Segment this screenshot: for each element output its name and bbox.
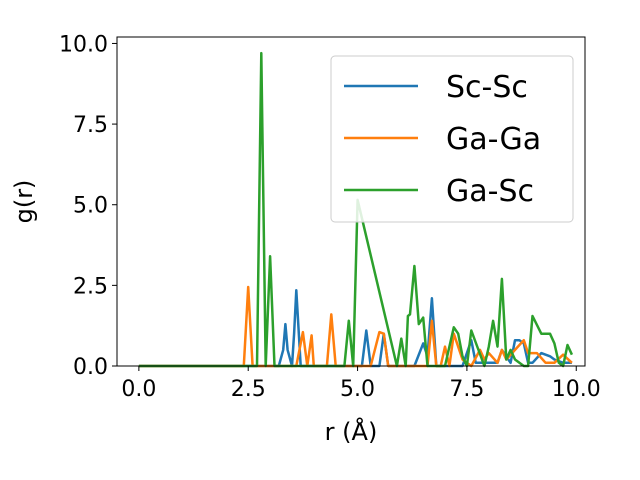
x-tick-label: 2.5 <box>231 377 266 402</box>
plot-frame <box>116 36 586 367</box>
legend: Sc-Sc Ga-Ga Ga-Sc <box>330 55 574 223</box>
x-tick-label: 0.0 <box>121 377 156 402</box>
y-tick-label: 0.0 <box>73 355 108 380</box>
y-tick-label: 5.0 <box>73 194 108 219</box>
y-tick-label: 7.5 <box>73 113 108 138</box>
x-axis-label: r (Å) <box>325 417 378 446</box>
legend-label-2: Ga-Sc <box>446 174 534 209</box>
y-tick-label: 2.5 <box>73 274 108 299</box>
y-tick-label: 10.0 <box>59 32 108 57</box>
series-line-2 <box>138 51 574 368</box>
x-tick-label: 10.0 <box>552 377 601 402</box>
legend-box <box>330 55 574 223</box>
x-tick-label: 7.5 <box>449 377 484 402</box>
x-tick-label: 5.0 <box>340 377 375 402</box>
legend-label-1: Ga-Ga <box>446 122 541 157</box>
legend-label-0: Sc-Sc <box>446 70 528 105</box>
axis-ticks: 0.0 2.5 5.0 7.5 10.0 0.0 2.5 5.0 7.5 10.0 <box>59 32 601 402</box>
y-axis-label: g(r) <box>10 180 38 224</box>
